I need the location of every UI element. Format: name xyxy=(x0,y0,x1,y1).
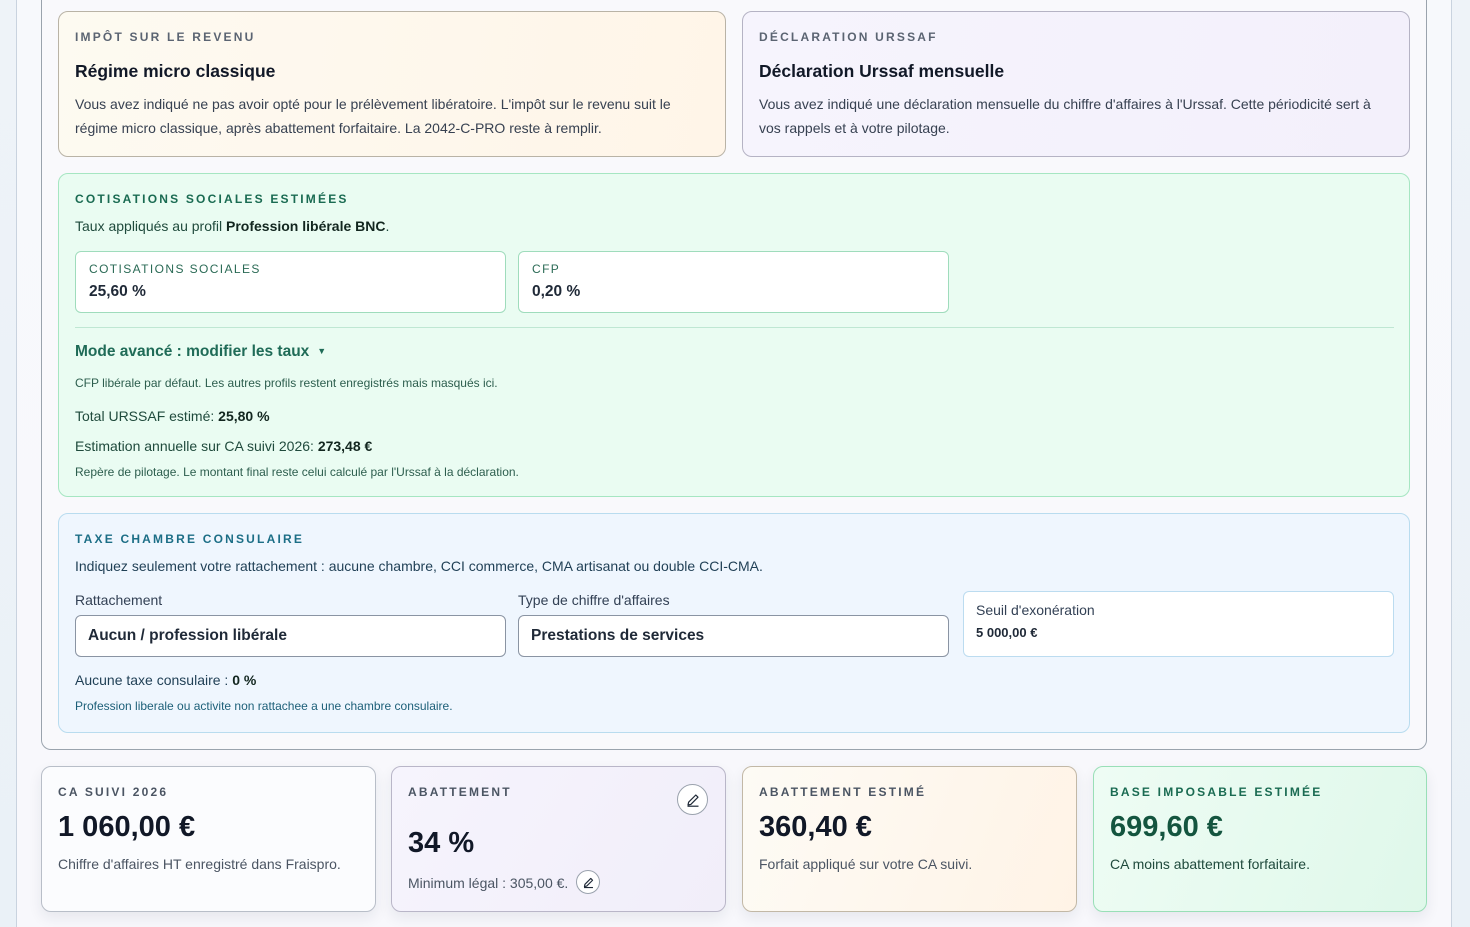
pencil-icon xyxy=(583,877,593,888)
pencil-icon xyxy=(686,793,699,807)
advanced-mode-toggle[interactable]: Mode avancé : modifier les taux ▼ xyxy=(75,343,326,361)
rate-value: 0,20 % xyxy=(532,283,581,300)
seuil-box: Seuil d'exonération 5 000,00 € xyxy=(963,591,1394,657)
rate-value: 25,60 % xyxy=(89,283,146,300)
seuil-value: 5 000,00 € xyxy=(976,625,1038,640)
cotisations-disclaimer: Repère de pilotage. Le montant final res… xyxy=(75,465,519,479)
impot-title: Régime micro classique xyxy=(75,61,276,81)
taxe-card: TAXE CHAMBRE CONSULAIRE Indiquez seuleme… xyxy=(58,513,1410,733)
profile-prefix: Taux appliqués au profil xyxy=(75,218,226,234)
stat-note: CA moins abattement forfaitaire. xyxy=(1110,856,1310,872)
taxe-note: Profession liberale ou activite non ratt… xyxy=(75,699,453,713)
stat-eyebrow: ABATTEMENT xyxy=(408,785,512,799)
cotisations-eyebrow: COTISATIONS SOCIALES ESTIMÉES xyxy=(75,192,349,206)
stat-note: Minimum légal : 305,00 €. xyxy=(408,875,569,891)
stat-eyebrow: BASE IMPOSABLE ESTIMÉE xyxy=(1110,785,1323,799)
urssaf-eyebrow: DÉCLARATION URSSAF xyxy=(759,30,938,44)
total-label: Total URSSAF estimé: xyxy=(75,408,219,424)
triangle-down-icon: ▼ xyxy=(317,346,327,356)
stat-value: 34 % xyxy=(408,827,475,859)
stat-note: Forfait appliqué sur votre CA suivi. xyxy=(759,856,973,872)
taxe-result-value: 0 % xyxy=(232,672,257,688)
cotisations-card: COTISATIONS SOCIALES ESTIMÉES Taux appli… xyxy=(58,173,1410,497)
taxe-result: Aucune taxe consulaire : 0 % xyxy=(75,672,256,688)
stat-ca-suivi: CA SUIVI 2026 1 060,00 € Chiffre d'affai… xyxy=(41,766,376,912)
stat-eyebrow: CA SUIVI 2026 xyxy=(58,785,169,799)
stat-value: 360,40 € xyxy=(759,811,872,843)
stat-abattement: ABATTEMENT 34 % Minimum légal : 305,00 €… xyxy=(391,766,726,912)
taxe-eyebrow: TAXE CHAMBRE CONSULAIRE xyxy=(75,532,305,546)
urssaf-title: Déclaration Urssaf mensuelle xyxy=(759,61,1005,81)
rattachement-label: Rattachement xyxy=(75,592,163,608)
impot-description: Vous avez indiqué ne pas avoir opté pour… xyxy=(75,96,671,136)
rate-label: COTISATIONS SOCIALES xyxy=(89,262,261,276)
seuil-label: Seuil d'exonération xyxy=(976,602,1095,618)
rate-box-cotisations: COTISATIONS SOCIALES 25,60 % xyxy=(75,251,506,313)
stat-base-imposable: BASE IMPOSABLE ESTIMÉE 699,60 € CA moins… xyxy=(1093,766,1427,912)
stat-value: 1 060,00 € xyxy=(58,811,196,843)
stat-abattement-estime: ABATTEMENT ESTIMÉ 360,40 € Forfait appli… xyxy=(742,766,1077,912)
total-value: 25,80 % xyxy=(218,408,270,424)
impot-card: IMPÔT SUR LE REVENU Régime micro classiq… xyxy=(58,11,726,157)
annual-value: 273,48 € xyxy=(317,438,373,454)
stat-value: 699,60 € xyxy=(1110,811,1223,843)
taxe-subtitle: Indiquez seulement votre rattachement : … xyxy=(75,558,763,574)
urssaf-description: Vous avez indiqué une déclaration mensue… xyxy=(759,96,1371,136)
advanced-mode-label: Mode avancé : modifier les taux xyxy=(75,343,310,360)
impot-eyebrow: IMPÔT SUR LE REVENU xyxy=(75,30,256,44)
rattachement-select[interactable]: Aucun / profession libérale xyxy=(75,615,506,657)
stat-note: Chiffre d'affaires HT enregistré dans Fr… xyxy=(58,856,341,872)
type-ca-select[interactable]: Prestations de services xyxy=(518,615,949,657)
urssaf-card: DÉCLARATION URSSAF Déclaration Urssaf me… xyxy=(742,11,1410,157)
edit-abattement-button[interactable] xyxy=(677,784,708,815)
advanced-note: CFP libérale par défaut. Les autres prof… xyxy=(75,376,498,390)
stat-eyebrow: ABATTEMENT ESTIMÉ xyxy=(759,785,927,799)
profile-name: Profession libérale BNC xyxy=(226,218,386,234)
divider xyxy=(75,327,1394,328)
cotisations-profile: Taux appliqués au profil Profession libé… xyxy=(75,218,389,234)
annual-label: Estimation annuelle sur CA suivi 2026: xyxy=(75,438,318,454)
edit-minimum-button[interactable] xyxy=(576,870,600,894)
annual-estimate: Estimation annuelle sur CA suivi 2026: 2… xyxy=(75,438,372,454)
type-ca-label: Type de chiffre d'affaires xyxy=(518,592,670,608)
total-urssaf: Total URSSAF estimé: 25,80 % xyxy=(75,408,270,424)
profile-suffix: . xyxy=(385,218,390,234)
rate-label: CFP xyxy=(532,262,561,276)
taxe-result-label: Aucune taxe consulaire : xyxy=(75,672,233,688)
rate-box-cfp: CFP 0,20 % xyxy=(518,251,949,313)
